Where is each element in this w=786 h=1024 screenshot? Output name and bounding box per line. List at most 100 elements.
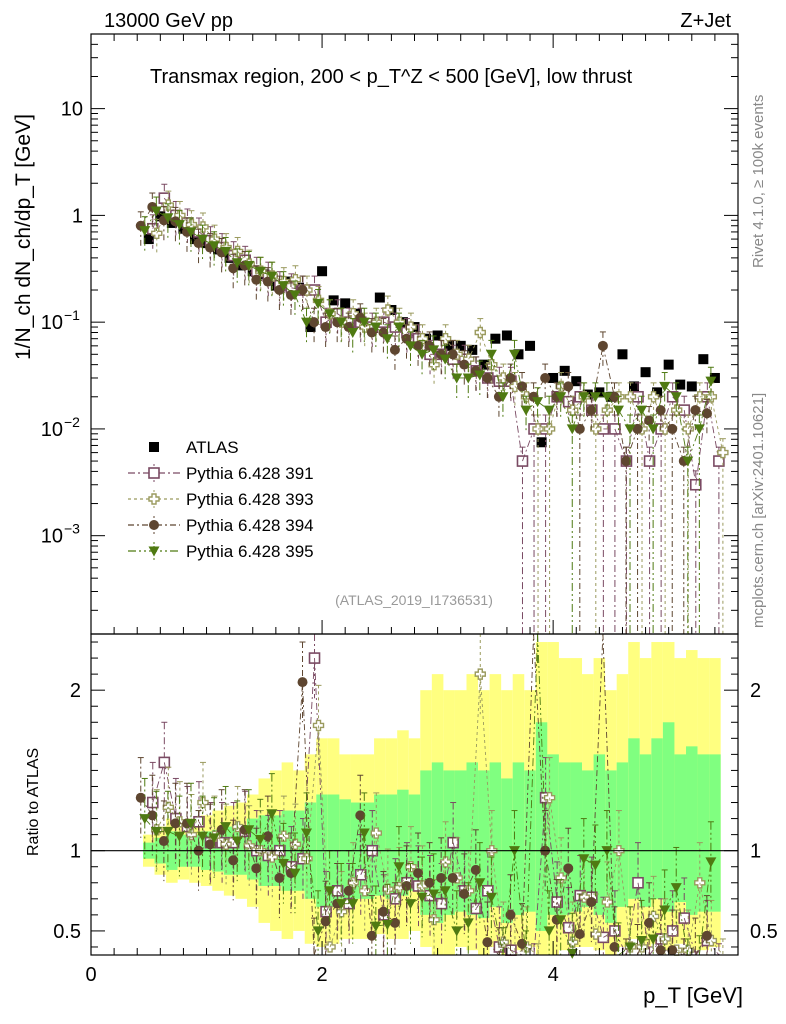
series-line bbox=[560, 386, 574, 411]
series-line bbox=[698, 381, 712, 430]
ratio-series-line bbox=[364, 832, 377, 891]
legend-label: Pythia 6.428 395 bbox=[186, 542, 314, 561]
y-tick-exponent: −3 bbox=[64, 521, 80, 537]
ratio-series-line bbox=[568, 895, 581, 928]
band-inner bbox=[397, 789, 409, 896]
ratio-series-line bbox=[352, 832, 365, 904]
data-point bbox=[571, 376, 582, 387]
ratio-series-line bbox=[249, 845, 261, 852]
band-inner bbox=[651, 738, 663, 899]
series-line bbox=[683, 410, 696, 462]
series-line bbox=[152, 198, 165, 229]
series-line bbox=[260, 270, 273, 277]
ratio-series-line bbox=[652, 909, 666, 940]
band-inner bbox=[339, 799, 351, 899]
data-point bbox=[675, 379, 686, 390]
series-line bbox=[375, 326, 388, 340]
series-line bbox=[364, 321, 377, 328]
ratio-series-line bbox=[487, 941, 500, 956]
data-point bbox=[139, 226, 151, 237]
series-line bbox=[452, 353, 465, 365]
ratio-point bbox=[543, 926, 555, 937]
series-line bbox=[302, 289, 315, 323]
ratio-series-line bbox=[672, 917, 685, 932]
ratio-y-axis-label: Ratio to ATLAS bbox=[25, 748, 42, 856]
series-line bbox=[522, 428, 535, 462]
series-line bbox=[706, 396, 720, 462]
ratio-series-line bbox=[244, 829, 257, 869]
data-point bbox=[374, 292, 385, 303]
ratio-series-line bbox=[556, 901, 570, 928]
data-point bbox=[701, 408, 712, 419]
data-point bbox=[647, 424, 659, 435]
ratio-series-line bbox=[560, 919, 573, 954]
ratio-point bbox=[462, 918, 474, 929]
ratio-y-tick-label: 1 bbox=[70, 841, 81, 863]
legend-label: Pythia 6.428 394 bbox=[186, 516, 314, 535]
y-tick-exponent: −2 bbox=[64, 414, 80, 430]
ratio-series-line bbox=[156, 807, 169, 831]
series-line bbox=[214, 238, 227, 248]
data-point bbox=[713, 455, 725, 467]
data-point bbox=[682, 456, 694, 467]
ratio-point bbox=[335, 899, 347, 910]
ratio-series-line bbox=[560, 877, 574, 943]
series-line bbox=[602, 345, 615, 397]
ratio-series-line bbox=[283, 835, 296, 845]
series-line bbox=[521, 386, 534, 398]
data-point bbox=[589, 392, 601, 403]
data-point bbox=[525, 340, 536, 351]
series-line bbox=[675, 396, 689, 462]
main-plot-series bbox=[135, 183, 729, 634]
band-inner bbox=[466, 762, 479, 915]
ratio-series-line bbox=[306, 832, 319, 931]
ratio-series-line bbox=[626, 882, 639, 956]
ratio-series-line bbox=[510, 914, 523, 944]
data-point bbox=[705, 376, 717, 387]
band-inner bbox=[512, 762, 525, 915]
data-point bbox=[328, 295, 339, 306]
data-point bbox=[381, 334, 393, 345]
ratio-series-line bbox=[602, 633, 615, 947]
legend-marker bbox=[149, 442, 159, 452]
ratio-series-line bbox=[475, 869, 488, 943]
ratio-point bbox=[312, 926, 324, 937]
data-point bbox=[254, 266, 266, 277]
ratio-series-line bbox=[490, 897, 504, 956]
ratio-series-line bbox=[433, 890, 446, 895]
y-tick-label: 10 bbox=[41, 526, 63, 548]
y-tick-label: 10 bbox=[41, 312, 63, 334]
series-line bbox=[479, 354, 492, 376]
ratio-point bbox=[416, 892, 428, 903]
ratio-y-tick-label: 0.5 bbox=[53, 921, 81, 943]
ratio-point bbox=[162, 826, 174, 837]
data-point bbox=[624, 424, 636, 435]
data-point bbox=[451, 373, 463, 384]
ratio-point bbox=[370, 921, 382, 932]
legend-marker bbox=[148, 493, 160, 505]
legend-marker bbox=[149, 520, 159, 530]
ratio-series-line bbox=[306, 725, 319, 859]
data-point bbox=[686, 381, 697, 392]
series-line bbox=[144, 210, 157, 231]
ratio-series-line bbox=[144, 818, 157, 832]
ratio-series-line bbox=[232, 829, 246, 861]
ratio-y-tick-label: 2 bbox=[70, 680, 81, 702]
ratio-series-line bbox=[545, 797, 558, 903]
ratio-series-line bbox=[595, 850, 608, 866]
band-inner bbox=[535, 722, 548, 931]
ratio-series-line bbox=[202, 835, 215, 839]
ratio-series-line bbox=[614, 930, 627, 956]
series-line bbox=[614, 428, 627, 462]
ratio-series-line bbox=[271, 813, 284, 864]
ratio-point bbox=[347, 899, 359, 910]
data-point bbox=[340, 298, 351, 309]
ratio-series-line bbox=[318, 725, 331, 947]
legend-label: ATLAS bbox=[186, 438, 239, 457]
ratio-series-line bbox=[514, 946, 527, 956]
band-inner bbox=[662, 722, 675, 912]
ratio-series-line bbox=[614, 946, 627, 956]
ratio-series-line bbox=[544, 850, 558, 920]
data-point bbox=[317, 266, 328, 277]
ratio-series-line bbox=[687, 882, 701, 951]
